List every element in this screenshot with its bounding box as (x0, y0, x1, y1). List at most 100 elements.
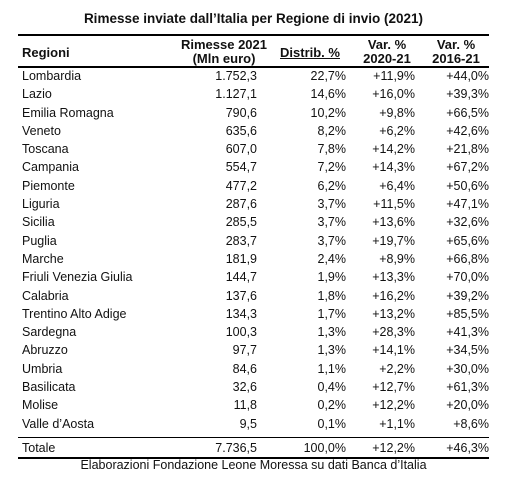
cell-rimesse: 283,7 (225, 233, 257, 248)
table-row: Molise 11,8 0,2% +12,2% +20,0% (18, 396, 489, 414)
bottom-rule (18, 457, 489, 459)
cell-var-2016-21: +66,5% (446, 105, 489, 120)
cell-var-2016-21: +34,5% (446, 343, 489, 358)
cell-rimesse: 635,6 (225, 123, 257, 138)
cell-regione: Emilia Romagna (22, 105, 114, 120)
cell-distrib: 0,2% (317, 398, 347, 413)
cell-var-2016-21: +85,5% (446, 306, 489, 321)
cell-distrib: 3,7% (317, 197, 347, 212)
cell-rimesse: 9,5 (239, 416, 257, 431)
cell-rimesse: 84,6 (232, 361, 257, 376)
table-row: Lazio 1.127,1 14,6% +16,0% +39,3% (18, 85, 489, 103)
header-var2-line1: Var. % (436, 37, 476, 52)
cell-var-2016-21: +44,0% (446, 69, 489, 83)
cell-var-2016-21: +66,8% (446, 251, 489, 266)
table-row: Toscana 607,0 7,8% +14,2% +21,8% (18, 140, 489, 158)
cell-distrib: 8,2% (317, 123, 347, 138)
cell-var-2020-21: +13,6% (372, 215, 415, 230)
cell-var-2016-21: +70,0% (446, 270, 489, 285)
total-row: Totale 7.736,5 100,0% +12,2% +46,3% (18, 439, 489, 457)
cell-regione: Marche (22, 251, 64, 266)
table-row: Marche 181,9 2,4% +8,9% +66,8% (18, 250, 489, 268)
cell-rimesse: 32,6 (232, 380, 257, 395)
table-row: Trentino Alto Adige 134,3 1,7% +13,2% +85,5% (18, 305, 489, 323)
cell-rimesse: 100,3 (225, 325, 257, 340)
cell-var-2016-21: +39,3% (446, 87, 489, 102)
cell-var-2020-21: +19,7% (372, 233, 415, 248)
cell-var-2020-21: +2,2% (379, 361, 415, 376)
cell-var-2016-21: +20,0% (446, 398, 489, 413)
cell-distrib: 0,4% (317, 380, 347, 395)
cell-distrib: 22,7% (310, 69, 346, 83)
total-rimesse: 7.736,5 (215, 441, 257, 455)
cell-var-2016-21: +30,0% (446, 361, 489, 376)
cell-rimesse: 790,6 (225, 105, 257, 120)
cell-var-2020-21: +6,4% (379, 178, 415, 193)
total-distrib: 100,0% (303, 441, 346, 455)
cell-distrib: 6,2% (317, 178, 347, 193)
cell-regione: Sardegna (22, 325, 77, 340)
header-rimesse-line2: (Mln euro) (192, 51, 256, 66)
cell-distrib: 7,2% (317, 160, 347, 175)
table-row: Umbria 84,6 1,1% +2,2% +30,0% (18, 360, 489, 378)
cell-distrib: 0,1% (317, 416, 347, 431)
cell-var-2016-21: +50,6% (446, 178, 489, 193)
cell-distrib: 7,8% (317, 142, 347, 157)
table-row: Puglia 283,7 3,7% +19,7% +65,6% (18, 232, 489, 250)
source-note: Elaborazioni Fondazione Leone Moressa su… (80, 458, 427, 472)
total-var-2020-21: +12,2% (372, 441, 415, 455)
cell-var-2020-21: +28,3% (372, 325, 415, 340)
cell-var-2016-21: +42,6% (446, 123, 489, 138)
cell-regione: Abruzzo (22, 343, 68, 358)
cell-var-2020-21: +16,0% (372, 87, 415, 102)
cell-var-2020-21: +12,2% (372, 398, 415, 413)
cell-distrib: 1,7% (317, 306, 347, 321)
cell-distrib: 14,6% (310, 87, 346, 102)
cell-rimesse: 285,5 (225, 215, 257, 230)
cell-var-2020-21: +14,3% (372, 160, 415, 175)
cell-var-2020-21: +14,2% (372, 142, 415, 157)
cell-rimesse: 554,7 (225, 160, 257, 175)
top-rule (18, 34, 489, 36)
cell-regione: Lombardia (22, 69, 82, 83)
table-row: Abruzzo 97,7 1,3% +14,1% +34,5% (18, 341, 489, 359)
cell-regione: Trentino Alto Adige (22, 306, 127, 321)
cell-rimesse: 287,6 (225, 197, 257, 212)
cell-distrib: 1,3% (317, 343, 347, 358)
header-distrib-label: Distrib. % (280, 45, 340, 60)
total-var-2016-21: +46,3% (446, 441, 489, 455)
cell-var-2016-21: +41,3% (446, 325, 489, 340)
cell-rimesse: 137,6 (225, 288, 257, 303)
cell-rimesse: 97,7 (232, 343, 257, 358)
cell-regione: Liguria (22, 197, 60, 212)
cell-regione: Veneto (22, 123, 61, 138)
header-distrib: Distrib. % (268, 46, 352, 60)
cell-var-2020-21: +8,9% (379, 251, 415, 266)
header-var-2016-21: Var. % 2016-21 (422, 38, 490, 66)
cell-regione: Basilicata (22, 380, 76, 395)
table-row: Emilia Romagna 790,6 10,2% +9,8% +66,5% (18, 104, 489, 122)
header-rimesse: Rimesse 2021 (Mln euro) (168, 38, 280, 66)
table-title: Rimesse inviate dall’Italia per Regione … (83, 11, 424, 26)
cell-distrib: 3,7% (317, 233, 347, 248)
cell-distrib: 1,3% (317, 325, 347, 340)
cell-distrib: 3,7% (317, 215, 347, 230)
cell-regione: Lazio (22, 87, 52, 102)
table-row: Veneto 635,6 8,2% +6,2% +42,6% (18, 122, 489, 140)
cell-var-2016-21: +32,6% (446, 215, 489, 230)
table-row: Lombardia 1.752,3 22,7% +11,9% +44,0% (18, 67, 489, 85)
cell-distrib: 10,2% (310, 105, 346, 120)
cell-rimesse: 144,7 (225, 270, 257, 285)
cell-rimesse: 1.752,3 (215, 69, 257, 83)
cell-var-2020-21: +11,9% (373, 69, 415, 83)
cell-var-2016-21: +65,6% (446, 233, 489, 248)
header-rimesse-line1: Rimesse 2021 (180, 37, 267, 52)
total-label: Totale (22, 441, 56, 455)
cell-regione: Toscana (22, 142, 69, 157)
cell-regione: Friuli Venezia Giulia (22, 270, 133, 285)
cell-var-2020-21: +1,1% (379, 416, 415, 431)
cell-var-2020-21: +13,2% (372, 306, 415, 321)
cell-regione: Molise (22, 398, 59, 413)
cell-rimesse: 1.127,1 (215, 87, 257, 102)
cell-regione: Calabria (22, 288, 69, 303)
